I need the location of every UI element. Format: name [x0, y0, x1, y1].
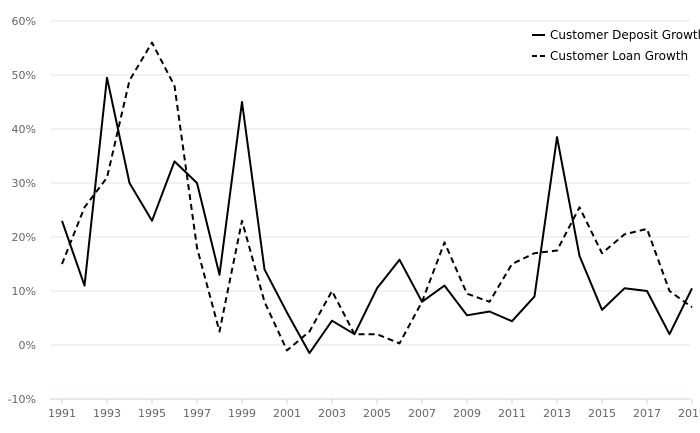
x-tick-label: 2009 — [453, 407, 481, 420]
y-tick-label: 30% — [12, 177, 36, 190]
x-tick-label: 2007 — [408, 407, 436, 420]
x-tick-label: 1997 — [183, 407, 211, 420]
x-tick-label: 1999 — [228, 407, 256, 420]
series-lines — [61, 41, 693, 355]
x-tick-label: 2015 — [588, 407, 616, 420]
y-tick-label: 20% — [12, 231, 36, 244]
legend-item-loan[interactable]: Customer Loan Growth — [532, 49, 688, 63]
x-tick-label: 2011 — [498, 407, 526, 420]
x-tick-label: 2017 — [633, 407, 661, 420]
y-tick-label: 0% — [19, 339, 36, 352]
x-axis-ticks: 1991 1993 1995 1997 1999 2001 2003 2005 2007 2009… — [48, 399, 700, 420]
gridlines — [50, 20, 690, 346]
y-axis-ticks: -10% 0% 10% 20% 30% 40% 50% 60% — [8, 15, 36, 406]
x-tick-label: 1991 — [48, 407, 76, 420]
y-tick-label: 10% — [12, 285, 36, 298]
series-line-loan — [61, 41, 693, 352]
legend-label-deposit: Customer Deposit Growth — [550, 28, 700, 42]
y-tick-label: -10% — [8, 393, 36, 406]
y-tick-label: 60% — [12, 15, 36, 28]
x-tick-label: 1995 — [138, 407, 166, 420]
legend: Customer Deposit Growth Customer Loan Gr… — [532, 28, 700, 63]
legend-item-deposit[interactable]: Customer Deposit Growth — [532, 28, 700, 42]
x-tick-label: 2003 — [318, 407, 346, 420]
y-tick-label: 50% — [12, 69, 36, 82]
x-tick-label: 1993 — [93, 407, 121, 420]
x-tick-label: 2005 — [363, 407, 391, 420]
legend-label-loan: Customer Loan Growth — [550, 49, 688, 63]
x-tick-label: 2019 — [678, 407, 700, 420]
series-line-deposit — [61, 76, 693, 355]
x-tick-label: 2013 — [543, 407, 571, 420]
y-tick-label: 40% — [12, 123, 36, 136]
x-tick-label: 2001 — [273, 407, 301, 420]
